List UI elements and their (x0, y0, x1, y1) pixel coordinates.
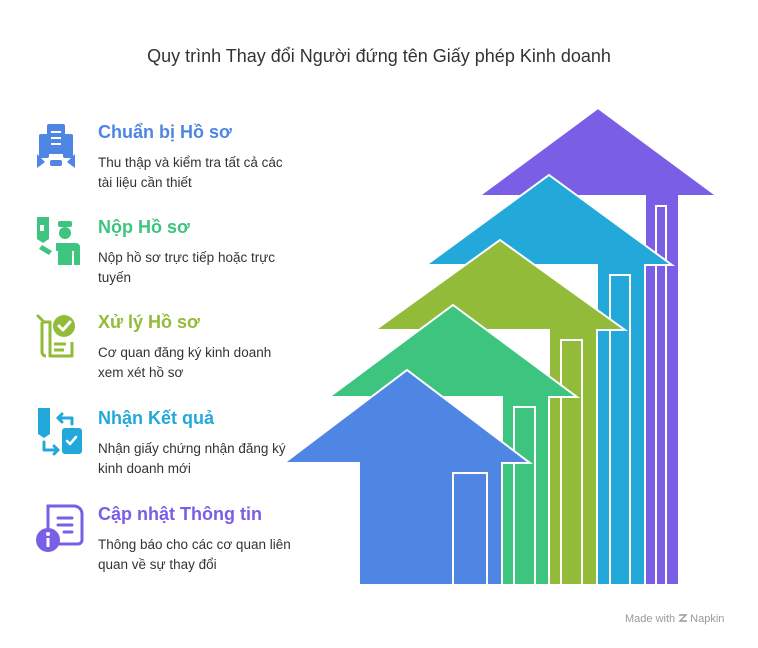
step-heading: Chuẩn bị Hồ sơ (98, 122, 232, 142)
arrow-stripe (655, 205, 667, 586)
receive-exchange-icon (34, 406, 88, 460)
step-description: Nộp hồ sơ trực tiếp hoặc trực tuyến (98, 250, 275, 285)
diagram-title: Quy trình Thay đổi Người đứng tên Giấy p… (147, 46, 611, 66)
step-update-information: Cập nhật Thông tin Thông báo cho các cơ … (34, 502, 304, 592)
arrow-stripe (609, 274, 631, 586)
step-process-documents: Xử lý Hồ sơ Cơ quan đăng ký kinh doanh x… (34, 310, 304, 400)
step-heading: Xử lý Hồ sơ (98, 312, 200, 332)
step-heading: Cập nhật Thông tin (98, 504, 262, 524)
documents-clipboard-icon (34, 120, 88, 174)
made-with-label: Made with (625, 613, 676, 625)
person-submit-door-icon (34, 215, 88, 269)
step-prepare-documents: Chuẩn bị Hồ sơ Thu thập và kiểm tra tất … (34, 120, 304, 210)
info-document-icon (34, 502, 88, 556)
step-heading: Nộp Hồ sơ (98, 217, 190, 237)
step-description: Cơ quan đăng ký kinh doanh xem xét hồ sơ (98, 345, 272, 380)
made-with-napkin-credit: Made with Napkin (625, 613, 724, 625)
step-receive-result: Nhận Kết quả Nhận giấy chứng nhận đăng k… (34, 406, 304, 496)
arrow-stripe (452, 472, 488, 586)
step-heading: Nhận Kết quả (98, 408, 215, 428)
arrow-stripe (513, 406, 536, 586)
step-description: Thông báo cho các cơ quan liên quan về s… (98, 537, 291, 572)
napkin-logo-icon (678, 614, 688, 622)
step-description: Nhận giấy chứng nhận đăng ký kinh doanh … (98, 441, 286, 476)
step-submit-documents: Nộp Hồ sơ Nộp hồ sơ trực tiếp hoặc trực … (34, 215, 304, 305)
arrow-stripe (560, 339, 583, 586)
approved-document-icon (34, 310, 88, 364)
step-description: Thu thập và kiểm tra tất cả các tài liệu… (98, 155, 283, 190)
arrow-documents-clipboard (281, 368, 533, 586)
napkin-brand-label: Napkin (690, 613, 725, 625)
